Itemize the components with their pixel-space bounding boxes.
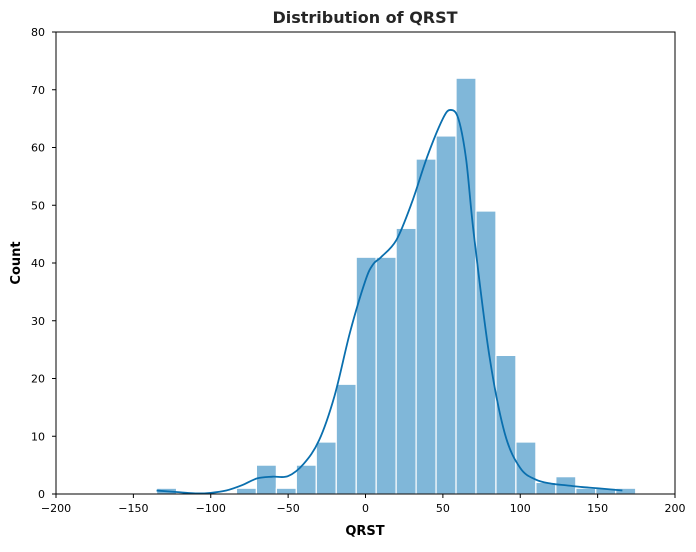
y-tick-label-0: 0 [38,488,45,501]
histogram-bar-5 [255,464,277,495]
chart-title: Distribution of QRST [272,8,457,27]
x-tick-label-6: 100 [510,502,531,515]
x-axis-ticks: −200 −150 −100 −50 0 50 100 150 200 [41,494,686,515]
histogram-bar-10 [355,256,377,495]
kde-curve-line [156,109,623,495]
histogram-bar-4 [235,487,258,495]
x-axis-title: QRST [345,524,384,539]
histogram-bar-17 [495,354,517,495]
histogram-bar-14 [435,135,457,495]
y-tick-label-8: 80 [31,26,45,39]
y-tick-label-1: 10 [31,430,45,443]
x-tick-label-8: 200 [665,502,686,515]
x-tick-label-5: 50 [436,502,450,515]
x-tick-label-3: −50 [277,502,300,515]
x-tick-label-2: −100 [196,502,226,515]
histogram-bar-18 [515,441,537,495]
y-tick-label-6: 60 [31,142,45,155]
histogram-bar-23 [615,487,637,495]
histogram-bar-12 [395,227,417,495]
x-tick-label-1: −150 [118,502,148,515]
x-tick-label-7: 150 [587,502,608,515]
histogram-bar-8 [315,441,337,495]
histogram-bar-21 [575,487,597,495]
y-tick-label-2: 20 [31,373,45,386]
y-tick-label-3: 30 [31,315,45,328]
histogram-bar-9 [335,383,357,495]
y-tick-label-7: 70 [31,84,45,97]
x-tick-label-0: −200 [41,502,71,515]
kde-layer [156,109,623,495]
y-tick-label-5: 50 [31,199,45,212]
y-axis-title: Count [9,241,24,284]
histogram-bar-13 [415,158,437,495]
histogram-bar-11 [375,256,397,495]
histogram-bar-16 [475,210,497,495]
y-tick-label-4: 40 [31,257,45,270]
y-axis-ticks: 0 10 20 30 40 50 60 70 80 [31,26,56,501]
histogram-bar-15 [455,77,477,495]
x-tick-label-4: 0 [362,502,369,515]
histogram-bar-6 [275,487,297,495]
histogram-bars [155,77,637,495]
